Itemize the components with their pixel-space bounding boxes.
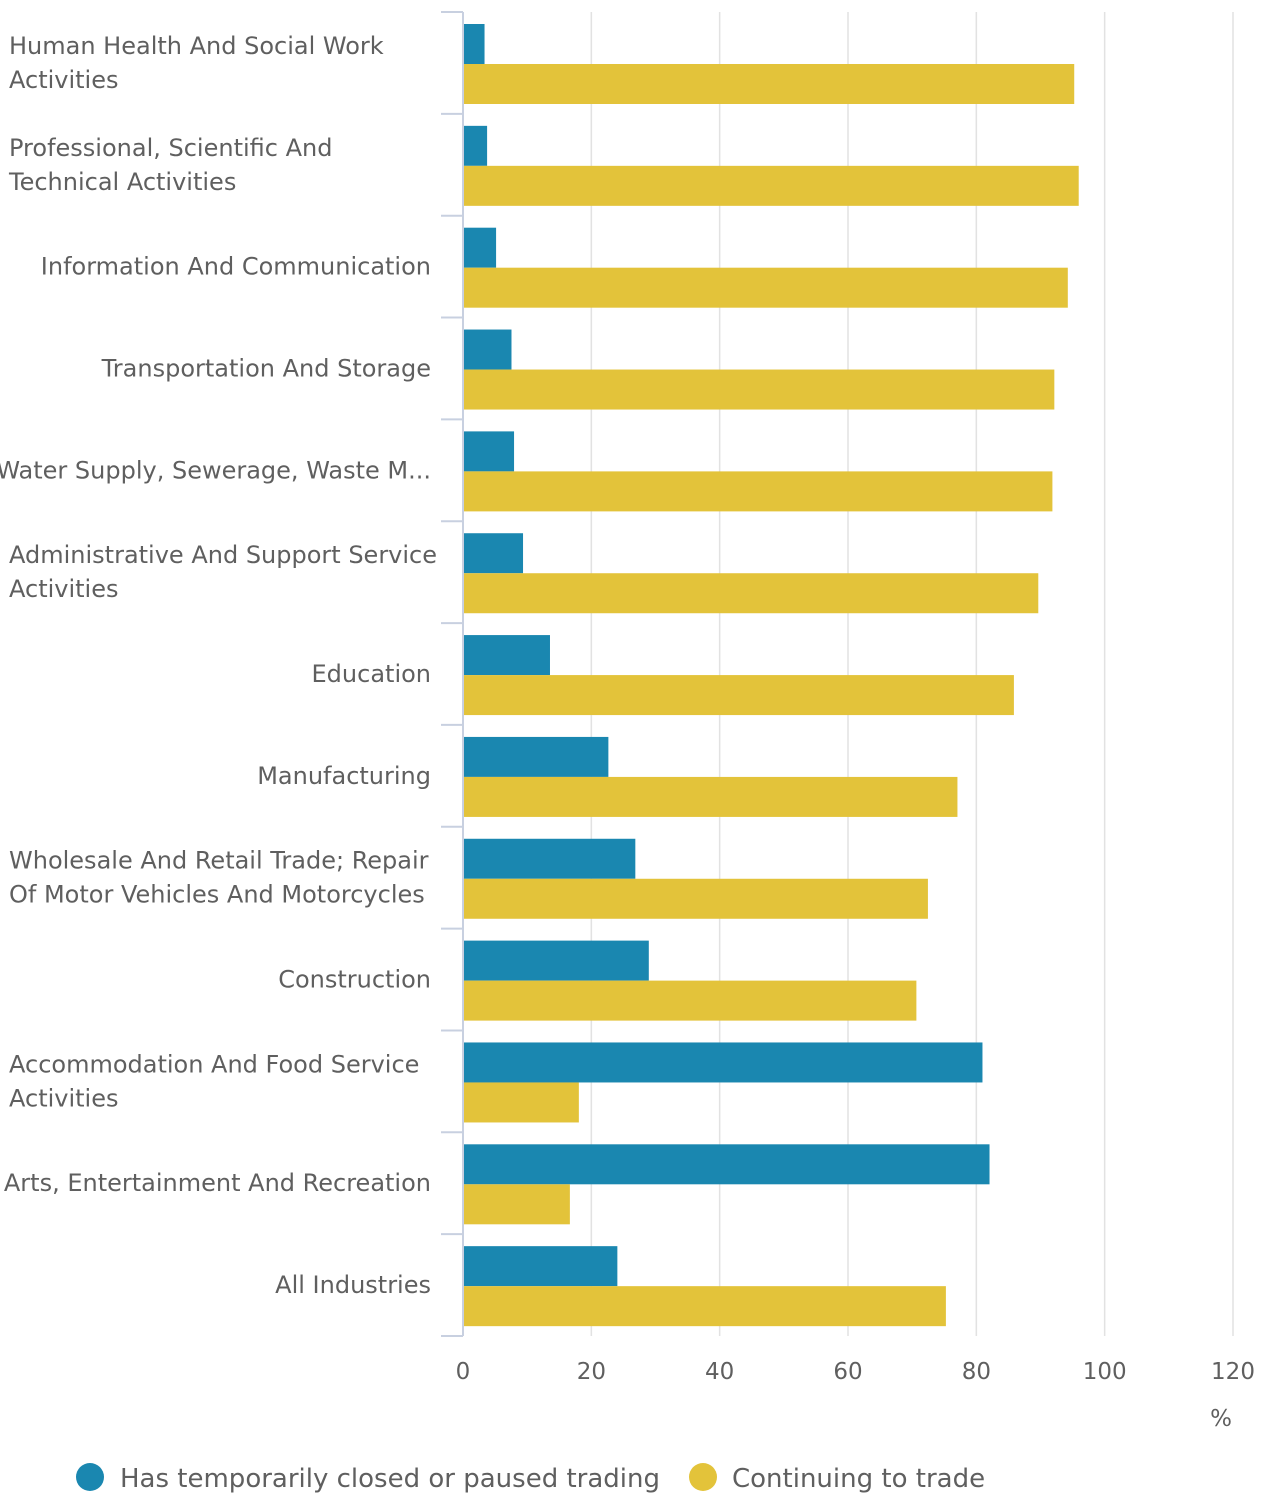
x-tick-label: 120 <box>1211 1359 1255 1385</box>
bar-closed <box>464 940 649 981</box>
bar-continuing <box>464 64 1075 104</box>
category-label: Of Motor Vehicles And Motorcycles <box>9 881 425 909</box>
legend-swatch <box>689 1463 717 1491</box>
category-label: Manufacturing <box>257 762 431 790</box>
bar-closed <box>464 838 636 879</box>
bar-closed <box>464 431 515 472</box>
bar-closed <box>464 329 512 370</box>
bar-closed <box>464 736 609 777</box>
gridlines <box>590 12 1234 1336</box>
legend-label: Has temporarily closed or paused trading <box>120 1464 660 1494</box>
x-tick-label: 80 <box>962 1359 991 1385</box>
bar-continuing <box>464 1286 946 1327</box>
legend-label: Continuing to trade <box>732 1464 985 1494</box>
category-label: Activities <box>9 1084 119 1112</box>
bar-closed <box>464 1246 618 1287</box>
bar-continuing <box>464 1184 570 1225</box>
legend-swatch <box>76 1463 104 1491</box>
category-label: Activities <box>9 575 119 603</box>
bar-continuing <box>464 267 1068 308</box>
bars <box>464 24 1079 1327</box>
bar-continuing <box>464 980 917 1021</box>
bar-continuing <box>464 471 1053 512</box>
category-label: All Industries <box>275 1271 431 1299</box>
category-label: Wholesale And Retail Trade; Repair <box>9 847 429 875</box>
x-tick-label: 60 <box>833 1359 862 1385</box>
category-label: Transportation And Storage <box>101 354 431 382</box>
bar-closed <box>464 227 497 268</box>
bar-continuing <box>464 369 1055 410</box>
x-tick-label: 100 <box>1083 1359 1127 1385</box>
x-axis-ticks: 0 20 40 60 80 100 120 <box>456 1359 1255 1385</box>
y-axis <box>441 11 464 1337</box>
bar-closed <box>464 635 550 676</box>
bar-closed <box>464 1042 983 1083</box>
category-label: Technical Activities <box>8 168 236 196</box>
bar-continuing <box>464 573 1039 614</box>
x-tick-label: 20 <box>577 1359 606 1385</box>
bar-continuing <box>464 675 1014 716</box>
category-label: Administrative And Support Service <box>9 541 437 569</box>
bar-closed <box>464 125 488 166</box>
category-label: Construction <box>278 966 431 994</box>
bar-continuing <box>464 776 958 817</box>
legend: Has temporarily closed or paused trading… <box>76 1463 985 1494</box>
bar-continuing <box>464 878 928 919</box>
x-tick-label: 40 <box>705 1359 734 1385</box>
legend-item[interactable]: Has temporarily closed or paused trading <box>76 1463 660 1494</box>
bar-continuing <box>464 1082 579 1123</box>
bar-closed <box>464 1144 990 1185</box>
bar-closed <box>464 533 524 574</box>
bar-continuing <box>464 165 1079 206</box>
category-label: Education <box>312 660 431 688</box>
category-label: Human Health And Social Work <box>9 32 384 60</box>
bar-closed <box>464 24 485 64</box>
category-label: Professional, Scientific And <box>9 134 332 162</box>
category-label: Water Supply, Sewerage, Waste M... <box>0 456 431 484</box>
category-label: Accommodation And Food Service <box>9 1050 419 1078</box>
category-label: Arts, Entertainment And Recreation <box>4 1169 431 1197</box>
category-label: Information And Communication <box>41 253 431 281</box>
category-labels: Human Health And Social Work Activities Pr… <box>0 32 437 1299</box>
x-tick-label: 0 <box>456 1359 471 1385</box>
x-axis-unit: % <box>1210 1406 1232 1432</box>
category-label: Activities <box>9 66 119 94</box>
legend-item[interactable]: Continuing to trade <box>689 1463 985 1494</box>
